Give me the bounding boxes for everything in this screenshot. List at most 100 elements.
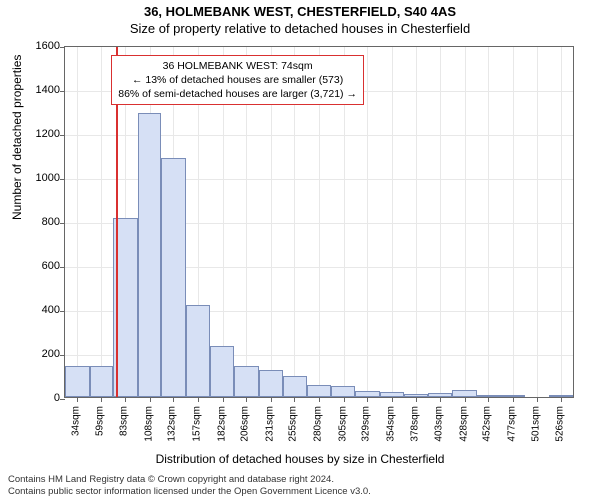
gridline-v — [416, 47, 417, 397]
xtick-mark — [513, 397, 514, 402]
xtick-label: 354sqm — [385, 406, 396, 442]
ytick-label: 1200 — [26, 128, 60, 140]
ytick-mark — [60, 135, 65, 136]
xtick-label: 182sqm — [216, 406, 227, 442]
xtick-mark — [150, 397, 151, 402]
histogram-bar — [259, 370, 283, 398]
xtick-label: 305sqm — [337, 406, 348, 442]
xtick-label: 132sqm — [167, 406, 178, 442]
x-axis-label: Distribution of detached houses by size … — [0, 452, 600, 466]
xtick-mark — [488, 397, 489, 402]
gridline-v — [537, 47, 538, 397]
xtick-label: 206sqm — [240, 406, 251, 442]
xtick-mark — [416, 397, 417, 402]
xtick-mark — [344, 397, 345, 402]
histogram-bar — [452, 390, 477, 397]
y-axis-label: Number of detached properties — [10, 55, 24, 220]
footer-line2: Contains public sector information licen… — [8, 486, 371, 498]
xtick-label: 83sqm — [119, 406, 130, 436]
title-subtitle: Size of property relative to detached ho… — [0, 21, 600, 36]
ytick-label: 800 — [26, 216, 60, 228]
xtick-label: 526sqm — [555, 406, 566, 442]
xtick-mark — [173, 397, 174, 402]
footer-attribution: Contains HM Land Registry data © Crown c… — [8, 474, 371, 498]
ytick-mark — [60, 355, 65, 356]
histogram-bar — [549, 395, 573, 397]
xtick-label: 280sqm — [313, 406, 324, 442]
xtick-label: 34sqm — [70, 406, 81, 436]
histogram-bar — [65, 366, 90, 397]
title-address: 36, HOLMEBANK WEST, CHESTERFIELD, S40 4A… — [0, 4, 600, 19]
xtick-label: 403sqm — [434, 406, 445, 442]
histogram-bar — [501, 395, 525, 397]
xtick-label: 231sqm — [264, 406, 275, 442]
xtick-mark — [392, 397, 393, 402]
xtick-label: 108sqm — [143, 406, 154, 442]
ytick-mark — [60, 311, 65, 312]
histogram-bar — [90, 366, 114, 397]
gridline-v — [513, 47, 514, 397]
ytick-label: 1600 — [26, 40, 60, 52]
ytick-mark — [60, 179, 65, 180]
xtick-mark — [271, 397, 272, 402]
histogram-bar — [210, 346, 235, 397]
footer-line1: Contains HM Land Registry data © Crown c… — [8, 474, 371, 486]
ytick-mark — [60, 399, 65, 400]
xtick-mark — [198, 397, 199, 402]
gridline-v — [561, 47, 562, 397]
gridline-v — [440, 47, 441, 397]
gridline-v — [101, 47, 102, 397]
ytick-label: 400 — [26, 304, 60, 316]
ytick-mark — [60, 91, 65, 92]
histogram-bar — [355, 391, 380, 397]
ytick-label: 1000 — [26, 172, 60, 184]
xtick-mark — [125, 397, 126, 402]
gridline-v — [488, 47, 489, 397]
xtick-mark — [223, 397, 224, 402]
ytick-mark — [60, 267, 65, 268]
ytick-label: 1400 — [26, 84, 60, 96]
xtick-mark — [537, 397, 538, 402]
xtick-label: 477sqm — [506, 406, 517, 442]
xtick-label: 59sqm — [95, 406, 106, 436]
histogram-bar — [477, 395, 502, 397]
histogram-bar — [161, 158, 186, 397]
ytick-mark — [60, 223, 65, 224]
xtick-mark — [246, 397, 247, 402]
xtick-mark — [465, 397, 466, 402]
xtick-label: 255sqm — [288, 406, 299, 442]
xtick-label: 452sqm — [482, 406, 493, 442]
xtick-mark — [561, 397, 562, 402]
histogram-bar — [234, 366, 259, 397]
histogram-bar — [331, 386, 356, 397]
histogram-bar — [138, 113, 162, 397]
annotation-line: 86% of semi-detached houses are larger (… — [118, 87, 357, 101]
ytick-label: 0 — [26, 392, 60, 404]
chart-title-block: 36, HOLMEBANK WEST, CHESTERFIELD, S40 4A… — [0, 0, 600, 36]
xtick-label: 329sqm — [361, 406, 372, 442]
xtick-label: 501sqm — [530, 406, 541, 442]
gridline-v — [77, 47, 78, 397]
histogram-bar — [404, 394, 429, 397]
gridline-v — [392, 47, 393, 397]
annotation-box: 36 HOLMEBANK WEST: 74sqm← 13% of detache… — [111, 55, 364, 106]
annotation-line: ← 13% of detached houses are smaller (57… — [118, 73, 357, 87]
ytick-label: 200 — [26, 348, 60, 360]
gridline-v — [465, 47, 466, 397]
xtick-mark — [77, 397, 78, 402]
histogram-bar — [283, 376, 308, 397]
xtick-mark — [101, 397, 102, 402]
gridline-v — [367, 47, 368, 397]
histogram-bar — [428, 393, 452, 397]
xtick-mark — [367, 397, 368, 402]
xtick-label: 428sqm — [458, 406, 469, 442]
xtick-label: 157sqm — [191, 406, 202, 442]
histogram-bar — [307, 385, 331, 397]
histogram-bar — [380, 392, 404, 397]
xtick-mark — [294, 397, 295, 402]
xtick-mark — [440, 397, 441, 402]
histogram-bar — [186, 305, 210, 397]
ytick-label: 600 — [26, 260, 60, 272]
xtick-mark — [319, 397, 320, 402]
ytick-mark — [60, 47, 65, 48]
